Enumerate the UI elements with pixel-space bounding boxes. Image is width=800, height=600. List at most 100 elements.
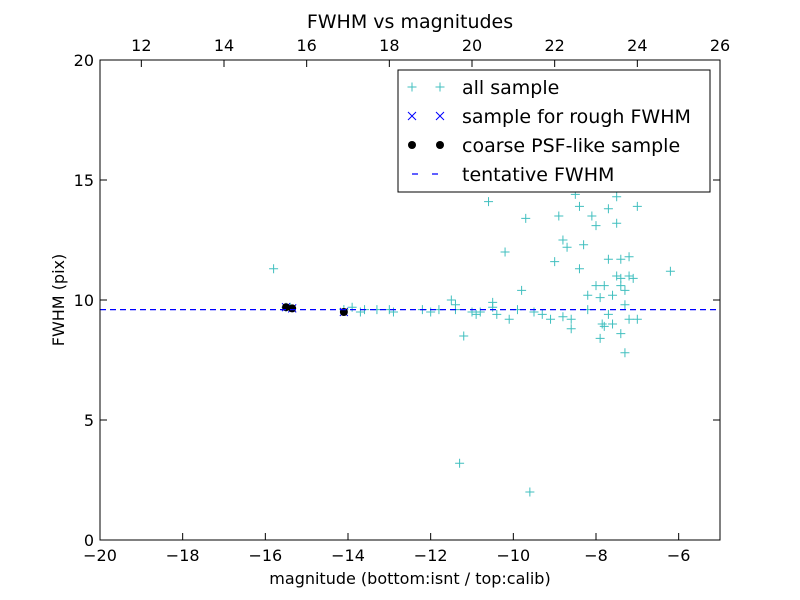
x-tick-label: −14 bbox=[331, 546, 365, 565]
all-sample-point-23 bbox=[488, 302, 498, 312]
legend-label: tentative FWHM bbox=[462, 164, 614, 186]
all-sample-point-9 bbox=[388, 307, 398, 317]
all-sample-point-30 bbox=[525, 487, 535, 497]
all-sample-point-52 bbox=[599, 321, 609, 331]
legend-label: coarse PSF-like sample bbox=[462, 135, 680, 157]
y-tick-label: 20 bbox=[74, 51, 94, 70]
all-sample-point-33 bbox=[546, 314, 556, 324]
all-sample-point-53 bbox=[603, 204, 613, 214]
y-tick-label: 0 bbox=[84, 531, 94, 550]
legend: all sample sample for rough FWHM coarse PS… bbox=[397, 69, 711, 193]
top-x-tick-label: 14 bbox=[214, 36, 234, 55]
data-marks bbox=[100, 189, 720, 497]
all-sample-point-57 bbox=[612, 192, 622, 202]
all-sample-point-45 bbox=[583, 290, 593, 300]
all-sample-point-67 bbox=[624, 271, 634, 281]
all-sample-point-26 bbox=[504, 314, 514, 324]
x-tick-label: −8 bbox=[584, 546, 608, 565]
legend-marker bbox=[407, 82, 417, 92]
legend-entry-sample-for-rough-fwhm: sample for rough FWHM bbox=[407, 106, 691, 128]
all-sample-point-41 bbox=[574, 201, 584, 211]
all-sample-point-74 bbox=[566, 324, 576, 334]
all-sample-point-73 bbox=[620, 300, 630, 310]
all-sample-point-55 bbox=[603, 309, 613, 319]
all-sample-point-70 bbox=[632, 201, 642, 211]
all-sample-point-59 bbox=[612, 271, 622, 281]
all-sample-point-65 bbox=[620, 285, 630, 295]
legend-marker bbox=[436, 141, 444, 149]
all-sample-point-68 bbox=[624, 314, 634, 324]
all-sample-point-50 bbox=[595, 333, 605, 343]
all-sample-point-76 bbox=[608, 319, 618, 329]
all-sample-point-25 bbox=[500, 247, 510, 257]
y-tick-label: 5 bbox=[84, 411, 94, 430]
y-tick-label: 15 bbox=[74, 171, 94, 190]
all-sample-point-39 bbox=[566, 314, 576, 324]
legend-entry-tentative-fwhm: tentative FWHM bbox=[412, 164, 614, 186]
all-sample-point-4 bbox=[347, 302, 357, 312]
all-sample-point-42 bbox=[574, 264, 584, 274]
all-sample-point-63 bbox=[616, 329, 626, 339]
legend-marker bbox=[407, 111, 417, 121]
top-x-tick-label: 16 bbox=[296, 36, 316, 55]
top-x-tick-label: 24 bbox=[627, 36, 647, 55]
top-x-tick-label: 18 bbox=[379, 36, 399, 55]
all-sample-point-18 bbox=[467, 307, 477, 317]
all-sample-point-13 bbox=[446, 295, 456, 305]
all-sample-point-16 bbox=[455, 458, 465, 468]
all-sample-point-66 bbox=[624, 252, 634, 262]
y-tick-label: 10 bbox=[74, 291, 94, 310]
all-sample-point-31 bbox=[529, 307, 539, 317]
x-axis-label: magnitude (bottom:isnt / top:calib) bbox=[269, 569, 550, 588]
all-sample-point-21 bbox=[484, 197, 494, 207]
x-tick-label: −12 bbox=[414, 546, 448, 565]
all-sample-point-17 bbox=[459, 331, 469, 341]
plot-area: −20 −18 −16 −14 −12 −10 −8 −6 12 14 16 18 20 22 24 26 0 5… bbox=[74, 36, 731, 565]
all-sample-point-19 bbox=[471, 309, 481, 319]
y-axis-label: FWHM (pix) bbox=[49, 254, 68, 347]
all-sample-point-28 bbox=[517, 285, 527, 295]
all-sample-point-20 bbox=[475, 307, 485, 317]
top-x-tick-label: 22 bbox=[544, 36, 564, 55]
x-tick-label: −6 bbox=[667, 546, 691, 565]
all-sample-point-46 bbox=[587, 211, 597, 221]
legend-entry-all-sample: all sample bbox=[407, 77, 559, 99]
x-tick-label: −10 bbox=[496, 546, 530, 565]
chart-title: FWHM vs magnitudes bbox=[307, 11, 513, 33]
coarse-psf-like-sample-point-1 bbox=[288, 304, 297, 313]
all-sample-point-51 bbox=[599, 281, 609, 291]
legend-entry-coarse-psf-like-sample: coarse PSF-like sample bbox=[408, 135, 680, 157]
all-sample-point-24 bbox=[492, 309, 502, 319]
all-sample-point-54 bbox=[603, 254, 613, 264]
all-sample-point-38 bbox=[562, 242, 572, 252]
legend-label: all sample bbox=[462, 77, 559, 99]
all-sample-point-34 bbox=[550, 257, 560, 267]
all-sample-point-49 bbox=[595, 293, 605, 303]
all-sample-point-72 bbox=[665, 266, 675, 276]
all-sample-point-0 bbox=[269, 264, 279, 274]
top-x-tick-label: 26 bbox=[710, 36, 730, 55]
legend-marker bbox=[435, 82, 445, 92]
all-sample-point-43 bbox=[579, 240, 589, 250]
all-sample-point-64 bbox=[620, 348, 630, 358]
top-x-tick-label: 20 bbox=[462, 36, 482, 55]
all-sample-point-56 bbox=[608, 290, 618, 300]
all-sample-point-11 bbox=[426, 307, 436, 317]
all-sample-point-71 bbox=[632, 314, 642, 324]
all-sample-point-47 bbox=[591, 281, 601, 291]
x-tick-label: −16 bbox=[248, 546, 282, 565]
all-sample-point-36 bbox=[558, 312, 568, 322]
x-tick-label: −18 bbox=[166, 546, 200, 565]
legend-box bbox=[397, 69, 711, 193]
x-tick-label: −20 bbox=[83, 546, 117, 565]
all-sample-point-32 bbox=[537, 309, 547, 319]
all-sample-point-5 bbox=[355, 307, 365, 317]
all-sample-point-35 bbox=[554, 211, 564, 221]
legend-label: sample for rough FWHM bbox=[462, 106, 691, 128]
all-sample-point-75 bbox=[597, 319, 607, 329]
legend-marker bbox=[435, 111, 445, 121]
all-sample-point-58 bbox=[612, 218, 622, 228]
top-x-tick-label: 12 bbox=[131, 36, 151, 55]
all-sample-point-29 bbox=[521, 213, 531, 223]
